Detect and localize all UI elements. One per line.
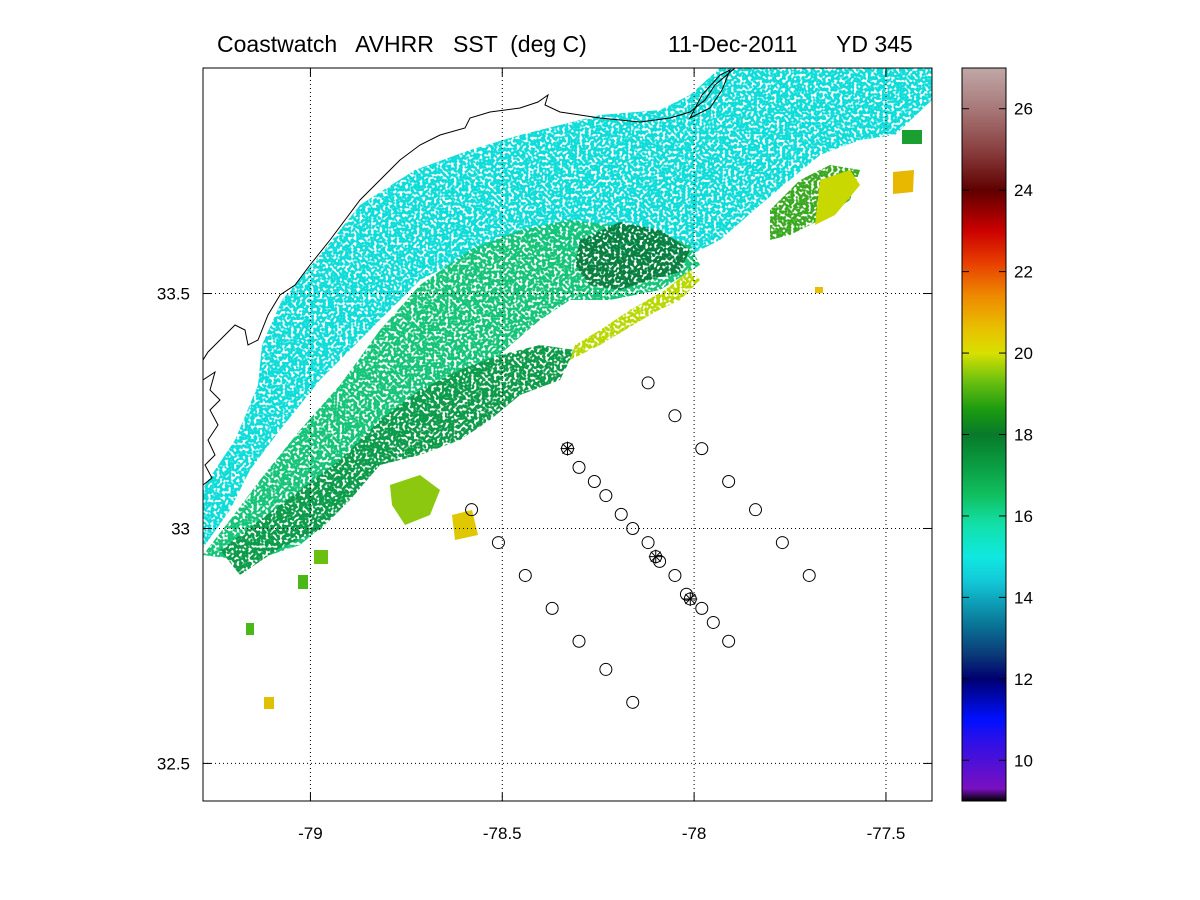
station-markers (465, 376, 816, 709)
colorbar-tick-label: 12 (1014, 670, 1033, 689)
sst-dark-green (220, 345, 575, 575)
sst-field (203, 68, 932, 709)
station-marker-circle (572, 460, 586, 474)
x-tick-label: -78.5 (483, 824, 522, 843)
station-marker-circle (749, 503, 763, 517)
y-tick-label: 33.5 (157, 285, 190, 304)
station-marker-circle (668, 409, 682, 423)
sst-shelf-cyan (203, 68, 932, 548)
station-marker-circle (641, 376, 655, 390)
x-tick-label: -77.5 (867, 824, 906, 843)
sst-pixel-4 (264, 697, 274, 709)
colorbar-tick-label: 20 (1014, 344, 1033, 363)
station-marker-circle (706, 615, 720, 629)
station-marker-circle (465, 503, 479, 517)
sst-pixel-2 (314, 550, 328, 564)
map-gridlines (203, 68, 932, 801)
coastline (203, 68, 736, 486)
colorbar-tick-label: 18 (1014, 426, 1033, 445)
map-yearday: YD 345 (836, 31, 913, 57)
y-tick-label: 32.5 (157, 754, 190, 773)
station-marker-star (560, 441, 575, 456)
sst-pixel-5 (902, 130, 922, 144)
x-tick-label: -78 (682, 824, 707, 843)
station-marker-circle (614, 507, 628, 521)
map-date: 11-Dec-2011 (668, 31, 798, 57)
station-marker-circle (626, 521, 640, 535)
station-marker-circle (491, 536, 505, 550)
sst-pixel-6 (815, 287, 823, 293)
colorbar-tick-label: 24 (1014, 181, 1033, 200)
colorbar: 10 12 14 16 18 20 22 24 26 (961, 67, 1033, 802)
station-marker-star (683, 591, 698, 606)
station-marker-circle (545, 601, 559, 615)
station-star-line (684, 593, 696, 605)
sst-pixel-1 (298, 575, 308, 589)
station-marker-circle (722, 474, 736, 488)
colorbar-tick-label: 22 (1014, 263, 1033, 282)
station-marker-circle (641, 536, 655, 550)
station-marker-circle (802, 568, 816, 582)
sst-warm-front (570, 270, 700, 360)
colorbar-tick-label: 16 (1014, 507, 1033, 526)
sst-warm-patch-far-ne (893, 170, 914, 194)
station-marker-circle (599, 489, 613, 503)
map-plot-area: -79 -78.5 -78 -77.5 33.5 33 32.5 (157, 67, 933, 843)
station-star-line (562, 443, 573, 454)
map-title: Coastwatch AVHRR SST (deg C) (217, 31, 587, 57)
colorbar-tick-label: 10 (1014, 751, 1033, 770)
station-marker-circle (518, 568, 532, 582)
sst-warm-patch-ne-yellow (815, 170, 860, 225)
coastline-island (688, 68, 731, 120)
sst-warm-patch-s (390, 475, 440, 525)
colorbar-ticks: 10 12 14 16 18 20 22 24 26 (962, 100, 1033, 770)
station-marker-circle (679, 587, 693, 601)
station-marker-circle (668, 568, 682, 582)
station-marker-circle (695, 442, 709, 456)
station-marker-circle (722, 634, 736, 648)
map-frame (202, 67, 933, 802)
station-marker-circle (599, 662, 613, 676)
station-marker-circle (626, 695, 640, 709)
station-marker-circle (695, 601, 709, 615)
colorbar-tick-label: 14 (1014, 588, 1033, 607)
station-marker-circle (587, 474, 601, 488)
station-marker-circle (775, 536, 789, 550)
station-marker-circle (653, 554, 667, 568)
station-marker-circle (572, 634, 586, 648)
colorbar-tick-label: 26 (1014, 100, 1033, 119)
x-tick-label: -79 (298, 824, 323, 843)
y-tick-label: 33 (171, 519, 190, 538)
map-axis-ticks: -79 -78.5 -78 -77.5 33.5 33 32.5 (157, 68, 932, 843)
sst-warm-patch-yellow-s (452, 510, 478, 540)
sst-pixel-3 (246, 623, 254, 635)
sst-dark-green-eddy (575, 222, 690, 290)
